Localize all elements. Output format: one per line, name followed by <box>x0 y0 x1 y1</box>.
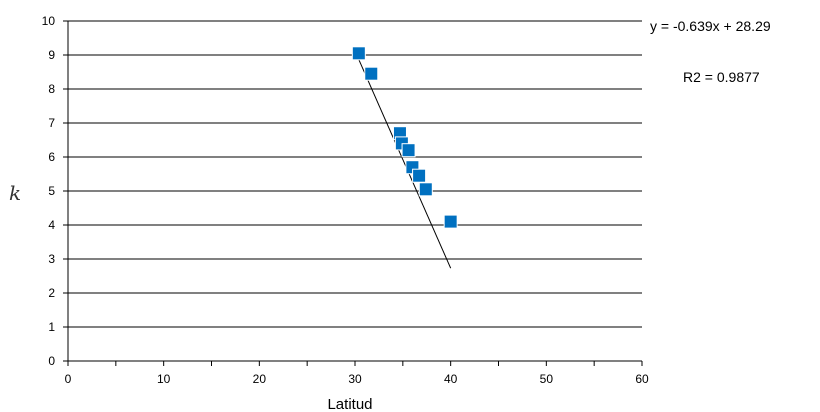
y-tick-label: 9 <box>48 48 55 62</box>
data-points <box>351 46 458 229</box>
data-point <box>364 66 379 81</box>
x-tick-label: 40 <box>444 372 458 386</box>
x-tick-label: 10 <box>157 372 171 386</box>
x-tick-label: 50 <box>540 372 554 386</box>
y-tick-label: 0 <box>48 354 55 368</box>
y-tick-label: 4 <box>48 218 55 232</box>
x-tick-label: 30 <box>348 372 362 386</box>
trendline-group <box>358 59 452 269</box>
data-point <box>418 182 433 197</box>
data-point <box>443 214 458 229</box>
data-point <box>351 46 366 61</box>
x-tick-labels: 0 10 20 30 40 50 60 <box>65 372 649 386</box>
y-tick-labels: 0 1 2 3 4 5 6 7 8 9 10 <box>42 14 56 368</box>
data-point <box>401 143 416 158</box>
y-tick-label: 1 <box>48 320 55 334</box>
y-tick-label: 3 <box>48 252 55 266</box>
y-tick-label: 10 <box>42 14 56 28</box>
x-tick-label: 0 <box>65 372 72 386</box>
x-axis-label: Latitud <box>327 396 372 412</box>
data-point <box>412 168 427 183</box>
r-squared-label: R2 = 0.9877 <box>683 69 760 85</box>
axes <box>63 20 643 366</box>
gridlines <box>68 20 642 328</box>
trendline <box>358 59 452 269</box>
y-axis-label: k <box>9 181 21 205</box>
trendline-equation: y = -0.639x + 28.29 <box>650 18 771 34</box>
y-tick-label: 7 <box>48 116 55 130</box>
y-tick-label: 8 <box>48 82 55 96</box>
y-tick-label: 2 <box>48 286 55 300</box>
y-tick-label: 6 <box>48 150 55 164</box>
x-tick-label: 20 <box>253 372 267 386</box>
y-tick-label: 5 <box>48 184 55 198</box>
x-tick-label: 60 <box>635 372 649 386</box>
